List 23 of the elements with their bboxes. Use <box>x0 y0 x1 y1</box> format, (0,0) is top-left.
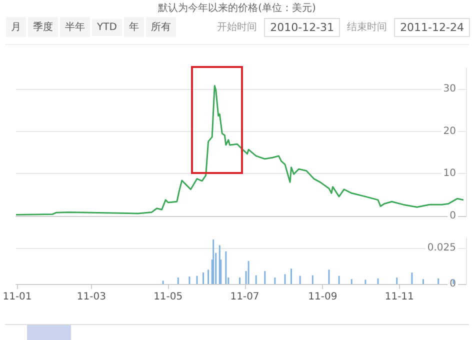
text: 年 <box>124 17 144 37</box>
text: 开始时间 <box>212 17 262 37</box>
x-tick-label: 11-03 <box>76 292 106 302</box>
text: 2010-12-31 <box>264 18 340 36</box>
y-tick-label: 10 <box>443 168 456 180</box>
text: 2011-12-24 <box>394 18 470 36</box>
x-tick-label: 11-09 <box>308 292 338 302</box>
y-tick-label: 30 <box>443 84 456 95</box>
y-tick-label: 0 <box>450 210 456 222</box>
text: 月 <box>6 17 26 37</box>
x-tick-label: 11-11 <box>384 292 414 302</box>
text: YTD <box>92 18 122 36</box>
text: 季度 <box>28 17 58 37</box>
y-tick-label: 0.025 <box>427 242 456 254</box>
y-tick-label: 20 <box>443 126 456 137</box>
x-tick-label: 11-05 <box>154 292 183 302</box>
text: 结束时间 <box>342 17 392 37</box>
x-tick-label: 11-01 <box>2 292 32 302</box>
text: 所有 <box>146 17 176 37</box>
y-tick-label: 0 <box>450 278 456 290</box>
chart-title: 默认为今年以来的价格(单位：美元) <box>157 2 317 15</box>
text: 半年 <box>60 17 90 37</box>
x-tick-label: 11-07 <box>230 292 260 302</box>
